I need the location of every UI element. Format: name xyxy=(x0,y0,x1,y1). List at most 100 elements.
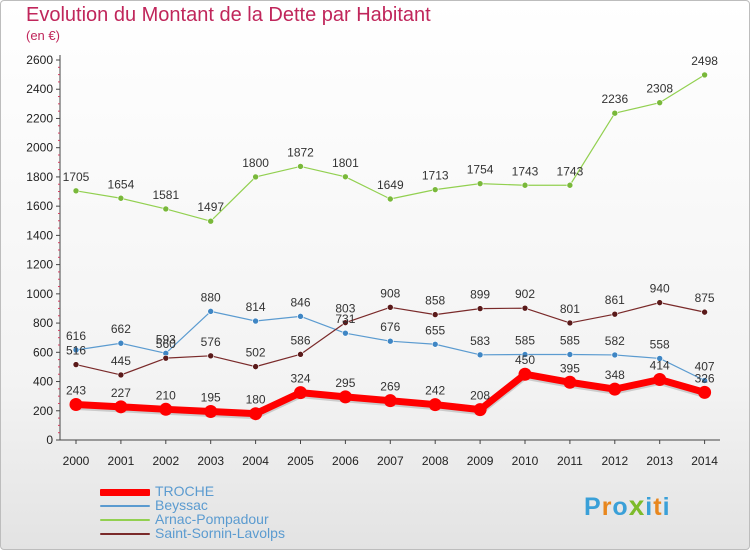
x-tick-label: 2005 xyxy=(287,454,314,468)
data-point-troche xyxy=(563,375,577,389)
data-label-saint-sornin-lavolps: 560 xyxy=(156,337,176,351)
data-label-troche: 295 xyxy=(335,376,355,390)
data-label-saint-sornin-lavolps: 908 xyxy=(380,286,400,300)
y-tick-label: 600 xyxy=(33,345,53,359)
data-point-troche xyxy=(473,403,487,417)
data-point-saint-sornin-lavolps xyxy=(117,371,125,379)
data-label-arnac-pompadour: 1705 xyxy=(63,170,90,184)
data-point-arnac-pompadour xyxy=(701,71,708,79)
data-label-troche: 242 xyxy=(425,384,445,398)
data-label-troche: 210 xyxy=(156,388,176,402)
data-label-troche: 180 xyxy=(246,393,266,407)
chart-subtitle: (en €) xyxy=(26,28,60,43)
y-tick-label: 1000 xyxy=(26,287,53,301)
data-point-saint-sornin-lavolps xyxy=(342,319,349,326)
data-point-troche xyxy=(653,372,667,386)
data-label-arnac-pompadour: 1713 xyxy=(422,169,449,183)
data-label-troche: 414 xyxy=(650,358,670,372)
data-label-beyssac: 814 xyxy=(246,300,266,314)
x-tick-label: 2002 xyxy=(152,454,179,468)
data-label-arnac-pompadour: 1801 xyxy=(332,156,359,170)
logo-letter: r xyxy=(601,493,613,521)
logo-letter: o xyxy=(612,493,629,521)
x-tick-label: 2001 xyxy=(108,454,135,468)
data-point-troche xyxy=(428,398,442,412)
data-label-beyssac: 616 xyxy=(66,329,86,343)
data-point-troche xyxy=(249,407,263,421)
data-point-saint-sornin-lavolps xyxy=(431,311,439,318)
data-label-beyssac: 407 xyxy=(695,360,715,374)
data-point-saint-sornin-lavolps xyxy=(611,310,619,318)
data-point-saint-sornin-lavolps xyxy=(252,363,259,370)
data-label-saint-sornin-lavolps: 502 xyxy=(246,346,266,360)
data-point-troche xyxy=(204,405,218,418)
data-label-arnac-pompadour: 2236 xyxy=(601,92,628,106)
y-tick-label: 1600 xyxy=(26,199,53,213)
y-tick-label: 2200 xyxy=(26,111,53,125)
y-tick-label: 1800 xyxy=(26,170,53,184)
data-label-beyssac: 582 xyxy=(605,334,625,348)
data-label-beyssac: 593 xyxy=(156,332,176,346)
x-tick-label: 2011 xyxy=(557,454,583,468)
data-label-beyssac: 583 xyxy=(470,334,490,348)
data-label-troche: 324 xyxy=(290,372,310,386)
data-point-saint-sornin-lavolps xyxy=(162,354,170,362)
data-point-arnac-pompadour xyxy=(521,181,529,189)
y-tick-label: 1200 xyxy=(26,258,53,272)
data-point-beyssac xyxy=(656,355,664,362)
legend-swatch-arnac-pompadour xyxy=(100,519,150,521)
data-point-beyssac xyxy=(611,351,619,359)
data-point-saint-sornin-lavolps xyxy=(701,308,708,316)
y-tick-label: 2600 xyxy=(26,53,53,67)
data-point-troche xyxy=(294,386,307,400)
data-point-arnac-pompadour xyxy=(611,109,619,117)
legend-label-arnac-pompadour: Arnac-Pompadour xyxy=(155,511,269,527)
chart-title: Evolution du Montant de la Dette par Hab… xyxy=(26,4,431,26)
x-tick-label: 2013 xyxy=(646,454,673,468)
y-tick-label: 200 xyxy=(33,404,53,418)
data-label-beyssac: 662 xyxy=(111,322,131,336)
y-tick-label: 2400 xyxy=(26,82,53,96)
data-point-troche xyxy=(338,390,352,404)
data-label-saint-sornin-lavolps: 861 xyxy=(605,293,625,307)
data-point-arnac-pompadour xyxy=(431,186,439,193)
y-tick-label: 0 xyxy=(46,433,53,447)
x-tick-label: 2008 xyxy=(422,454,449,468)
data-label-troche: 348 xyxy=(605,368,625,382)
legend-swatch-beyssac xyxy=(100,505,150,507)
x-tick-label: 2007 xyxy=(377,454,404,468)
data-point-beyssac xyxy=(701,377,708,384)
y-tick-label: 800 xyxy=(33,316,53,330)
x-tick-label: 2006 xyxy=(332,454,359,468)
data-point-saint-sornin-lavolps xyxy=(297,351,304,358)
data-point-arnac-pompadour xyxy=(476,180,484,187)
data-label-saint-sornin-lavolps: 875 xyxy=(695,291,715,305)
data-point-saint-sornin-lavolps xyxy=(72,361,80,368)
data-point-beyssac xyxy=(72,346,80,354)
data-label-saint-sornin-lavolps: 902 xyxy=(515,287,535,301)
x-tick-label: 2003 xyxy=(197,454,224,468)
data-label-arnac-pompadour: 1497 xyxy=(197,200,224,214)
data-label-saint-sornin-lavolps: 516 xyxy=(66,344,86,358)
data-label-saint-sornin-lavolps: 940 xyxy=(650,282,670,296)
x-tick-label: 2014 xyxy=(691,454,718,468)
proxiti-logo: Proxiti xyxy=(584,490,671,522)
data-label-troche: 243 xyxy=(66,383,86,397)
data-label-arnac-pompadour: 2498 xyxy=(691,54,718,68)
data-label-beyssac: 558 xyxy=(650,337,670,351)
data-label-beyssac: 846 xyxy=(290,295,310,309)
data-label-beyssac: 585 xyxy=(560,334,580,348)
data-point-arnac-pompadour xyxy=(342,173,349,181)
data-point-beyssac xyxy=(342,329,349,337)
data-point-beyssac xyxy=(252,317,259,325)
data-label-troche: 395 xyxy=(560,361,580,375)
data-point-beyssac xyxy=(521,351,529,358)
data-point-troche xyxy=(159,402,173,416)
data-label-beyssac: 585 xyxy=(515,334,535,348)
data-point-troche xyxy=(69,397,83,411)
data-point-arnac-pompadour xyxy=(207,217,214,225)
y-tick-label: 2000 xyxy=(26,141,53,155)
data-point-saint-sornin-lavolps xyxy=(386,303,394,311)
data-label-arnac-pompadour: 1800 xyxy=(242,156,269,170)
data-point-beyssac xyxy=(476,351,484,359)
